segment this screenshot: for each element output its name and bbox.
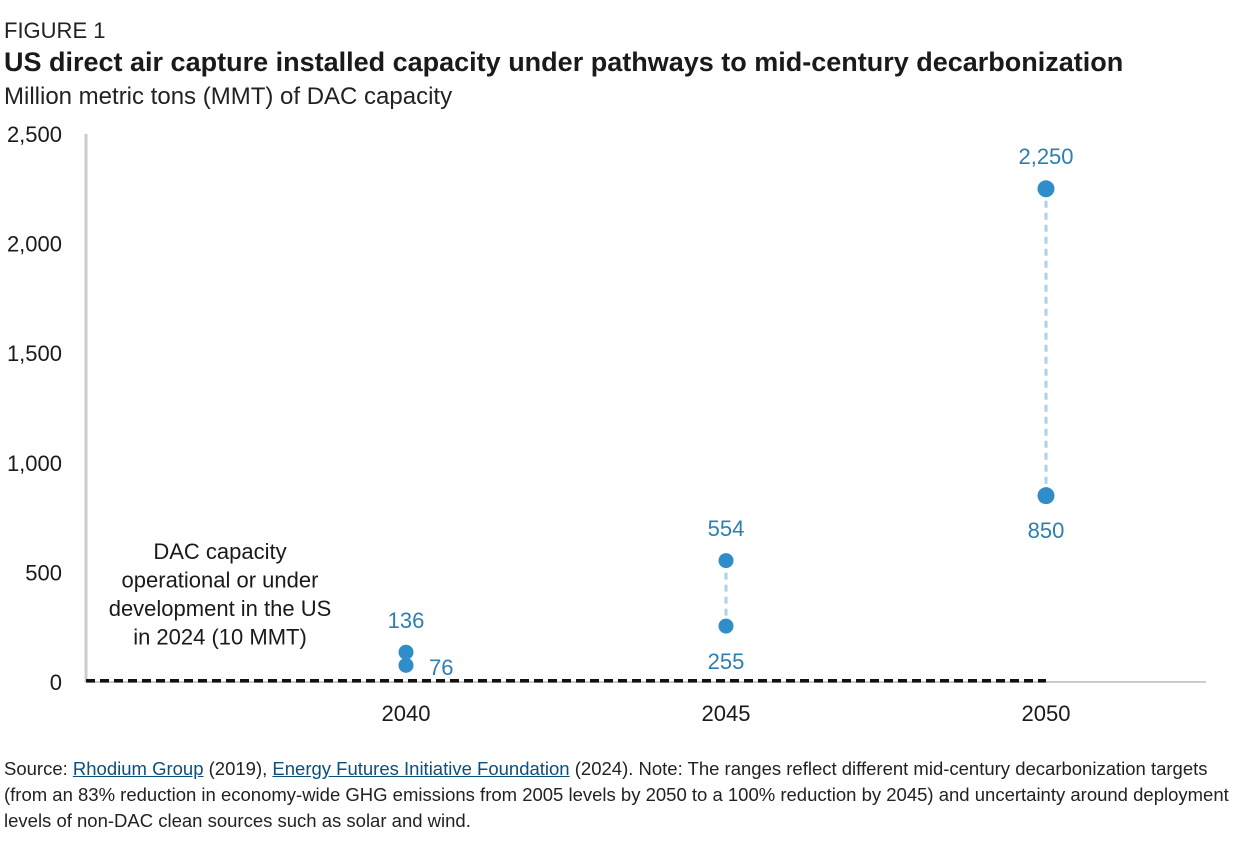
low-point-2040: [398, 657, 414, 673]
y-tick-label: 2,000: [7, 232, 62, 257]
low-label-2050: 850: [1028, 518, 1065, 543]
y-tick-label: 1,000: [7, 451, 62, 476]
y-tick-label: 500: [25, 560, 62, 585]
high-label-2050: 2,250: [1018, 144, 1073, 169]
chart-subtitle: Million metric tons (MMT) of DAC capacit…: [4, 83, 453, 110]
chart-title: US direct air capture installed capacity…: [4, 47, 1124, 77]
dac-capacity-chart: 0 500 1,000 1,500 2,000 2,500 2040 2045 2050 DAC …: [7, 122, 1206, 726]
efi-foundation-link[interactable]: Energy Futures Initiative Foundation: [272, 758, 570, 779]
low-label-2040: 76: [429, 655, 453, 680]
high-label-2040: 136: [388, 608, 425, 633]
high-point-2045: [718, 553, 734, 569]
low-point-2045: [718, 618, 734, 634]
reference-annotation: DAC capacity operational or under developm…: [109, 539, 332, 650]
source-mid: (2019),: [203, 758, 273, 779]
high-label-2045: 554: [708, 516, 745, 541]
high-point-2040: [398, 644, 414, 660]
high-point-2050: [1037, 180, 1055, 198]
low-point-2050: [1037, 487, 1055, 505]
y-tick-label: 0: [50, 670, 62, 695]
x-tick-label: 2050: [1022, 701, 1071, 726]
x-tick-label: 2040: [382, 701, 431, 726]
x-tick-label: 2045: [702, 701, 751, 726]
rhodium-group-link[interactable]: Rhodium Group: [72, 758, 204, 779]
y-tick-label: 1,500: [7, 341, 62, 366]
figure-label: FIGURE 1: [4, 18, 106, 43]
low-label-2045: 255: [708, 649, 745, 674]
source-note: Source: Rhodium Group (2019), Energy Fut…: [4, 756, 1232, 834]
y-tick-label: 2,500: [7, 122, 62, 147]
source-prefix: Source:: [4, 758, 73, 779]
source-note-text: (2024). Note: The ranges reflect differe…: [4, 758, 1229, 831]
